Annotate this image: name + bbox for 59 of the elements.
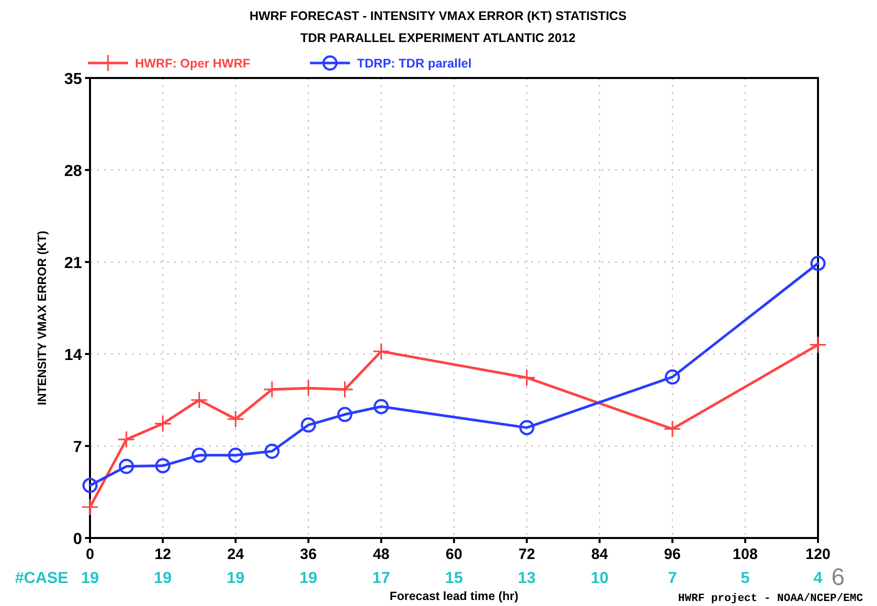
x-tick-label: 84 [591,546,609,563]
text: 10 [590,570,609,587]
text: 19 [81,570,99,587]
x-tick-label: 24 [227,546,245,563]
text: 7 [668,570,677,587]
point [155,458,170,474]
text: 19 [154,570,172,587]
text: 19 [226,570,245,587]
y-tick-label: 14 [64,347,82,364]
x-tick-label: 48 [372,546,390,563]
point [154,414,172,432]
point [664,420,682,438]
point [664,369,680,385]
point [518,368,536,386]
chart-title: HWRF FORECAST - INTENSITY VMAX ERROR (KT) STATISTICS [249,9,627,23]
y-tick-label: 21 [64,255,82,272]
text: 5 [740,570,750,587]
y-tick-label: 7 [73,439,82,456]
text: 15 [445,570,463,587]
legend-label: HWRF: Oper HWRF [135,56,251,70]
text: 4 [814,570,823,587]
x-tick-label: 60 [446,546,462,563]
point [337,406,352,422]
point [810,256,826,271]
x-tick-label: 0 [86,546,94,563]
point [264,444,280,459]
text: 17 [372,570,390,587]
y-axis-title: INTENSITY VMAX ERROR (KT) [35,230,49,406]
text: 19 [300,570,318,587]
point [372,342,390,360]
chart-subtitle: TDR PARALLEL EXPERIMENT ATLANTIC 2012 [300,31,576,45]
point [192,448,207,463]
x-tick-label: 96 [664,546,681,563]
point [226,410,244,428]
x-tick-label: 12 [154,546,172,563]
point [519,420,534,436]
point [300,379,318,397]
point [82,478,98,494]
point [300,417,316,433]
text: HWRF project - NOAA/NCEP/EMC [678,593,864,605]
legend-label: TDRP: TDR parallel [357,56,472,70]
x-tick-label: 120 [805,546,831,563]
y-tick-label: 28 [64,163,82,180]
point [81,498,99,516]
point [809,336,827,354]
x-tick-label: 72 [518,546,536,563]
point [118,430,136,448]
point [228,448,244,463]
text: 6 [831,564,845,591]
point [190,391,208,409]
x-axis-title: Forecast lead time (hr) [390,589,518,603]
text: 13 [518,570,536,587]
y-tick-label: 35 [64,71,82,88]
text: #CASE [15,570,69,587]
point [118,458,134,474]
x-tick-label: 36 [300,546,317,563]
point [374,398,389,414]
x-tick-label: 108 [732,546,758,563]
y-tick-label: 0 [73,531,82,548]
